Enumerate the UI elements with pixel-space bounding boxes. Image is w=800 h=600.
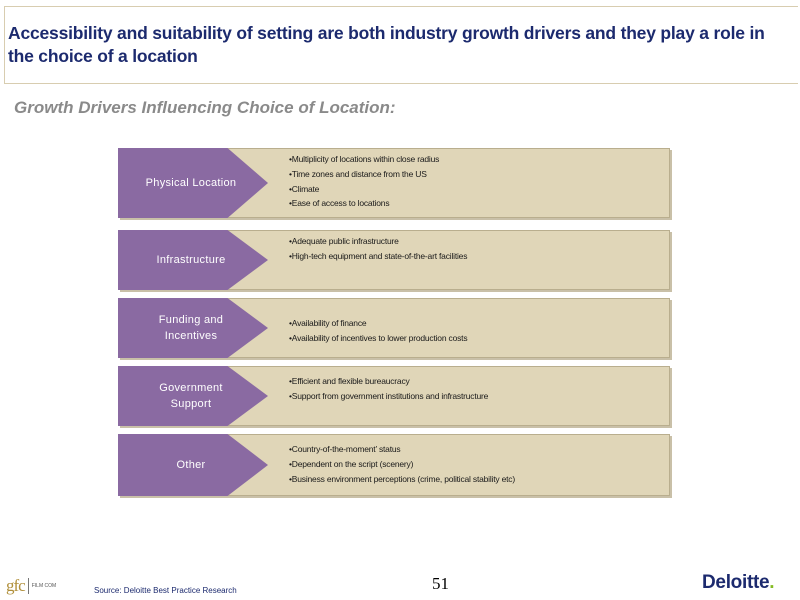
logo-divider	[27, 578, 29, 594]
driver-label: Government Support	[159, 382, 223, 410]
gfc-logo-small-text: FILM COM	[31, 583, 57, 589]
driver-bullets: •Availability of finance •Availability o…	[289, 316, 468, 346]
list-item: •Country-of-the-moment’ status	[289, 444, 401, 454]
list-item: •Availability of incentives to lower pro…	[289, 332, 468, 343]
section-subtitle: Growth Drivers Influencing Choice of Loc…	[14, 98, 396, 117]
driver-bullets: •Country-of-the-moment’ status •Dependen…	[289, 442, 515, 486]
page-number: 51	[432, 574, 449, 593]
driver-row-infrastructure: Infrastructure •Adequate public infrastr…	[118, 230, 672, 290]
deloitte-logo-dot: .	[769, 572, 775, 593]
driver-row-government-support: Government Support •Efficient and flexib…	[118, 366, 672, 426]
list-item: •High-tech equipment and state-of-the-ar…	[289, 250, 468, 261]
list-item: •Efficient and flexible bureaucracy	[289, 376, 410, 386]
driver-row-other: Other •Country-of-the-moment’ status •De…	[118, 434, 672, 496]
gfc-logo: gfc FILM COM	[6, 576, 56, 596]
deloitte-logo-text: Deloitte	[702, 572, 770, 593]
list-item: •Adequate public infrastructure	[289, 236, 399, 246]
list-item: •Ease of access to locations	[289, 198, 390, 209]
driver-bullets: •Efficient and flexible bureaucracy •Sup…	[289, 374, 488, 404]
driver-label: Other	[176, 459, 206, 471]
driver-label: Physical Location	[145, 177, 237, 189]
list-item: •Support from government institutions an…	[289, 390, 489, 401]
page-title: Accessibility and suitability of setting…	[8, 23, 765, 66]
driver-row-funding-and-incentives: Funding and Incentives •Availability of …	[118, 298, 672, 358]
list-item: •Business environment perceptions (crime…	[289, 473, 515, 484]
driver-label: Infrastructure	[156, 254, 226, 266]
source-note: Source: Deloitte Best Practice Research	[94, 586, 237, 595]
driver-row-physical-location: Physical Location •Multiplicity of locat…	[118, 148, 672, 218]
gfc-logo-text: gfc	[6, 576, 26, 595]
deloitte-logo: Deloitte.	[702, 572, 775, 594]
list-item: •Time zones and distance from the US	[289, 168, 427, 179]
list-item: •Availability of finance	[289, 318, 367, 328]
list-item: •Climate	[289, 183, 320, 194]
title-box	[4, 6, 798, 84]
driver-label: Funding and Incentives	[158, 314, 224, 342]
driver-bullets: •Multiplicity of locations within close …	[289, 152, 439, 211]
list-item: •Multiplicity of locations within close …	[289, 154, 440, 164]
list-item: •Dependent on the script (scenery)	[289, 458, 414, 469]
driver-bullets: •Adequate public infrastructure •High-te…	[289, 234, 467, 264]
